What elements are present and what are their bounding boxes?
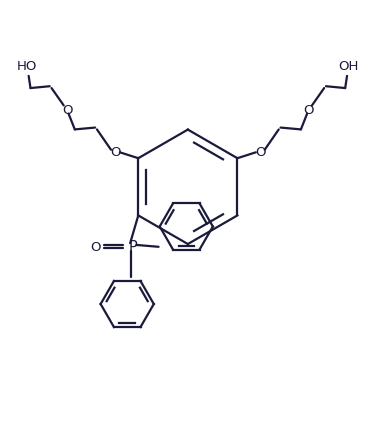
Text: P: P [128, 240, 137, 255]
Text: O: O [90, 241, 100, 254]
Text: HO: HO [17, 60, 37, 73]
Text: O: O [255, 146, 266, 159]
Text: O: O [303, 103, 314, 117]
Text: O: O [110, 146, 121, 159]
Text: O: O [62, 103, 73, 117]
Text: OH: OH [339, 60, 359, 73]
